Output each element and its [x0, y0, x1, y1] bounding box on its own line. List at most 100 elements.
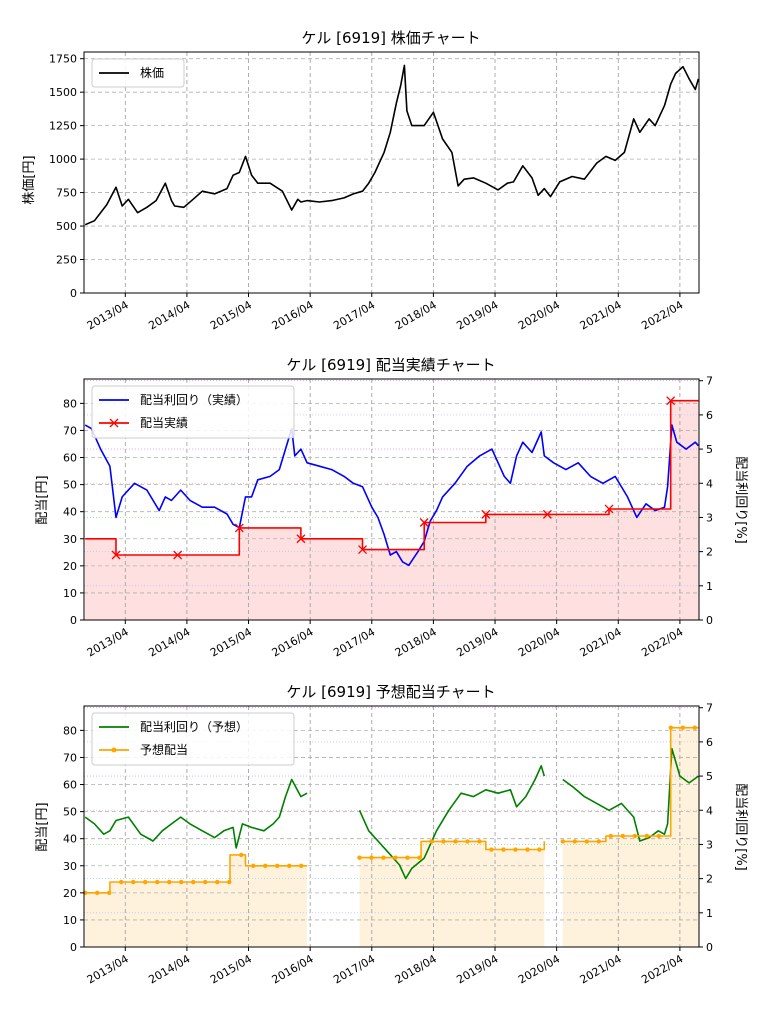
- x-tick-label: 2017/04: [331, 952, 377, 986]
- legend-label: 配当実績: [140, 415, 188, 430]
- dividend-marker: [620, 833, 626, 839]
- y-axis-label: 配当[円]: [35, 802, 50, 851]
- y-tick-label: 1750: [49, 53, 77, 66]
- x-tick-label: 2015/04: [208, 952, 254, 986]
- series-line: [84, 64, 700, 226]
- x-tick-label: 2013/04: [85, 952, 131, 986]
- y-tick-label: 30: [63, 533, 77, 546]
- dividend-marker: [299, 863, 304, 868]
- dividend-marker: [513, 847, 518, 852]
- x-tick-label: 2020/04: [516, 625, 562, 659]
- dividend-marker: [419, 518, 429, 527]
- x-tick-label: 2020/04: [516, 952, 562, 986]
- dividend-marker: [143, 879, 148, 885]
- dividend-marker: [215, 879, 220, 885]
- dividend-marker: [287, 863, 292, 868]
- dividend-marker: [680, 725, 686, 730]
- dividend-marker: [441, 839, 446, 844]
- dividend-marker: [666, 396, 676, 406]
- y-tick-label: 60: [63, 779, 77, 792]
- y-right-tick-label: 0: [706, 941, 713, 954]
- dividend-marker: [179, 879, 184, 885]
- dividend-marker: [537, 847, 542, 852]
- y-right-tick-label: 3: [706, 838, 713, 851]
- y-tick-label: 80: [63, 724, 77, 737]
- legend-label: 株価: [140, 65, 164, 80]
- y-tick-label: 750: [56, 187, 77, 200]
- series-line: [84, 778, 308, 849]
- dividend-marker: [251, 863, 256, 868]
- x-tick-label: 2017/04: [331, 298, 377, 332]
- y-right-tick-label: 4: [706, 804, 713, 817]
- dividend-marker: [656, 833, 662, 839]
- dividend-marker: [584, 839, 590, 844]
- dividend-marker: [275, 863, 280, 868]
- y-right-tick-label: 2: [706, 546, 713, 559]
- dividend-area-fill: [85, 400, 699, 620]
- dividend-marker: [481, 509, 491, 519]
- x-tick-label: 2013/04: [85, 298, 131, 332]
- y-axis-right-label: 配当利回り[%]: [733, 456, 748, 544]
- x-tick-label: 2022/04: [639, 625, 685, 659]
- x-tick-label: 2022/04: [639, 298, 685, 332]
- dividend-marker: [111, 550, 121, 560]
- stock-price-chart: ケル [6919] 株価チャート 株価[円] 0 250 500 750 1000 125…: [22, 29, 700, 332]
- y-right-tick-label: 1: [706, 907, 713, 920]
- y-right-tick-label: 7: [706, 375, 713, 388]
- dividend-area-fill: [85, 854, 308, 947]
- y-tick-label: 0: [70, 614, 77, 627]
- dividend-marker: [203, 879, 208, 885]
- legend: 配当利回り（予想） 予想配当: [91, 712, 295, 766]
- x-tick-label: 2019/04: [454, 625, 500, 659]
- y-right-tick-label: 7: [706, 702, 713, 715]
- dividend-marker: [263, 863, 268, 868]
- dividend-area-fill: [562, 727, 699, 947]
- y-right-tick-label: 1: [706, 580, 713, 593]
- y-tick-label: 1000: [49, 153, 77, 166]
- dividend-marker: [572, 839, 578, 844]
- dividend-marker: [644, 833, 650, 839]
- legend-box: [91, 712, 295, 766]
- dividend-marker: [501, 847, 506, 852]
- dividend-marker: [369, 855, 374, 860]
- dividend-marker: [604, 504, 614, 514]
- dividend-marker: [405, 855, 410, 860]
- y-tick-label: 60: [63, 452, 77, 465]
- y-tick-label: 80: [63, 397, 77, 410]
- x-tick-label: 2014/04: [146, 298, 192, 332]
- y-axis-label: 配当[円]: [35, 475, 50, 524]
- y-right-tick-label: 5: [706, 443, 713, 456]
- y-tick-label: 30: [63, 860, 77, 873]
- x-tick-label: 2020/04: [516, 298, 562, 332]
- y-right-tick-label: 5: [706, 770, 713, 783]
- series-line: [562, 726, 699, 843]
- dividend-marker: [296, 534, 306, 544]
- plot-frame: [83, 51, 700, 294]
- y-tick-label: 0: [70, 941, 77, 954]
- y-axis-right-label: 配当利回り[%]: [733, 783, 748, 871]
- legend-label: 予想配当: [140, 742, 188, 757]
- x-tick-label: 2018/04: [393, 952, 439, 986]
- y-tick-label: 250: [56, 254, 77, 267]
- dividend-marker: [465, 839, 470, 844]
- x-tick-label: 2016/04: [270, 952, 316, 986]
- y-tick-label: 70: [63, 424, 77, 437]
- x-tick-label: 2016/04: [270, 625, 316, 659]
- dividend-marker: [191, 879, 196, 885]
- y-right-tick-label: 6: [706, 736, 713, 749]
- x-tick-label: 2016/04: [270, 298, 316, 332]
- chart-title: ケル [6919] 株価チャート: [301, 29, 480, 47]
- x-tick-label: 2021/04: [578, 625, 624, 659]
- dividend-marker: [596, 839, 602, 844]
- dividend-marker: [393, 855, 398, 860]
- legend-box: [91, 58, 185, 88]
- chart-title: ケル [6919] 配当実績チャート: [286, 356, 495, 374]
- y-tick-label: 0: [70, 287, 77, 300]
- y-tick-label: 20: [63, 887, 77, 900]
- y-tick-label: 70: [63, 751, 77, 764]
- plot-frame: [83, 705, 700, 948]
- legend-marker: [111, 747, 117, 753]
- x-tick-label: 2014/04: [146, 625, 192, 659]
- dividend-area-fill: [359, 841, 545, 947]
